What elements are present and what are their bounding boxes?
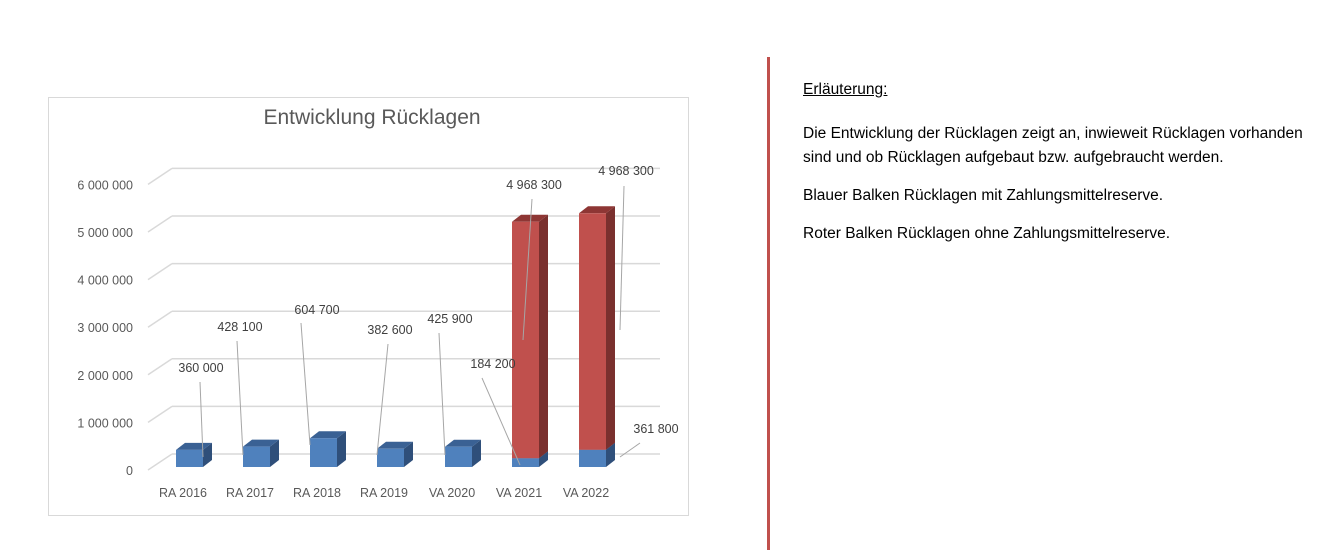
bar-top (377, 441, 413, 449)
leader-line (619, 442, 641, 458)
y-tick-label: 1 000 000 (77, 416, 133, 430)
y-tick-label: 5 000 000 (77, 226, 133, 240)
data-label: 4 968 300 (506, 178, 562, 192)
x-tick-label: VA 2022 (563, 486, 609, 500)
explanation-panel: Erläuterung: Die Entwicklung der Rücklag… (803, 78, 1323, 260)
gridline-depth (147, 310, 173, 328)
gridline-depth (147, 262, 173, 281)
bar-top (243, 439, 279, 447)
bar-side (472, 439, 481, 467)
bar-top (579, 206, 615, 214)
bar (512, 458, 539, 467)
leader-line (300, 322, 311, 446)
data-label: 361 800 (633, 422, 678, 436)
bar-top (512, 214, 548, 222)
leader-line (522, 198, 533, 341)
bar-side (337, 431, 346, 467)
leader-line (481, 377, 521, 466)
chart-container (48, 97, 689, 516)
bar (445, 446, 472, 467)
x-tick-label: RA 2017 (226, 486, 274, 500)
bar-side (606, 442, 615, 467)
data-label: 4 968 300 (598, 164, 654, 178)
bar (512, 221, 539, 459)
bar-side (539, 451, 548, 467)
y-tick-label: 3 000 000 (77, 321, 133, 335)
y-tick-label: 6 000 000 (77, 178, 133, 192)
explanation-paragraph: Die Entwicklung der Rücklagen zeigt an, … (803, 125, 1303, 166)
gridline-depth (147, 358, 173, 376)
bar (310, 438, 337, 467)
y-tick-label: 0 (126, 464, 133, 478)
data-label: 604 700 (294, 303, 339, 317)
data-label: 382 600 (367, 323, 412, 337)
x-tick-label: VA 2021 (496, 486, 542, 500)
data-label: 428 100 (217, 320, 262, 334)
chart-title: Entwicklung Rücklagen (263, 106, 480, 129)
bar (579, 449, 606, 467)
divider-line (767, 57, 770, 550)
data-label: 184 200 (470, 357, 515, 371)
bar (176, 449, 203, 467)
leader-line (376, 343, 389, 456)
bar-top (445, 439, 481, 447)
bar (377, 448, 404, 467)
leader-line (199, 381, 204, 458)
gridline-depth (147, 215, 173, 233)
data-label: 425 900 (427, 312, 472, 326)
gridline-depth (147, 453, 173, 471)
gridline-depth (147, 405, 173, 424)
bar-top (310, 431, 346, 439)
bar-side (539, 214, 548, 459)
x-tick-label: VA 2020 (429, 486, 475, 500)
leader-line (438, 332, 446, 456)
y-tick-label: 2 000 000 (77, 369, 133, 383)
x-tick-label: RA 2018 (293, 486, 341, 500)
bar-side (404, 441, 413, 467)
x-tick-label: RA 2016 (159, 486, 207, 500)
bar-side (270, 439, 279, 467)
bar-side (606, 206, 615, 450)
explanation-paragraph: Blauer Balken Rücklagen mit Zahlungsmitt… (803, 187, 1164, 204)
leader-line (236, 340, 244, 456)
bar-side (203, 442, 212, 467)
explanation-paragraph: Roter Balken Rücklagen ohne Zahlungsmitt… (803, 225, 1171, 242)
gridline-depth (147, 167, 173, 186)
bar (243, 446, 270, 467)
y-tick-label: 4 000 000 (77, 274, 133, 288)
bar (579, 213, 606, 450)
x-tick-label: RA 2019 (360, 486, 408, 500)
data-label: 360 000 (178, 361, 223, 375)
leader-line (619, 185, 625, 331)
explanation-heading: Erläuterung: (803, 81, 888, 98)
